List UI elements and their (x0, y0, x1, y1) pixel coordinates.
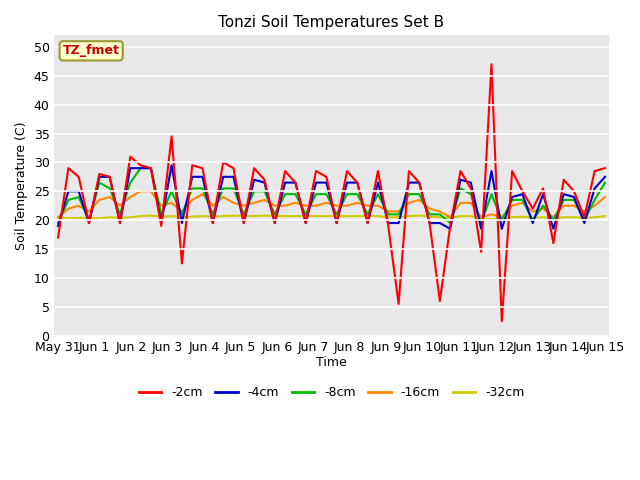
Y-axis label: Soil Temperature (C): Soil Temperature (C) (15, 121, 28, 250)
Legend: -2cm, -4cm, -8cm, -16cm, -32cm: -2cm, -4cm, -8cm, -16cm, -32cm (134, 382, 529, 405)
X-axis label: Time: Time (316, 356, 347, 369)
Text: TZ_fmet: TZ_fmet (63, 44, 120, 57)
Title: Tonzi Soil Temperatures Set B: Tonzi Soil Temperatures Set B (218, 15, 445, 30)
